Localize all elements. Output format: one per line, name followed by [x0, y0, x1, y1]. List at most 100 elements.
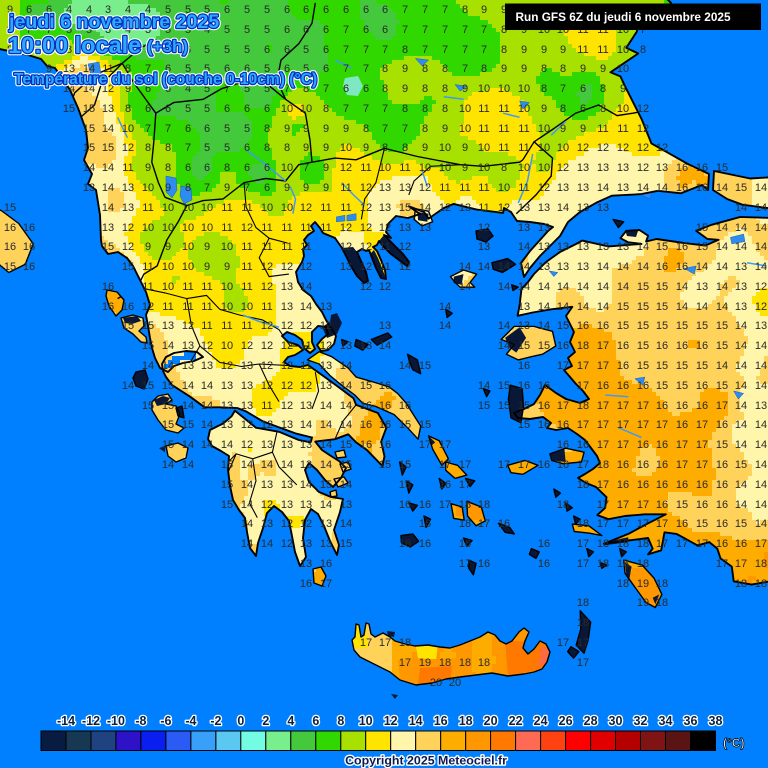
svg-text:16: 16	[538, 380, 550, 392]
svg-text:10: 10	[142, 222, 154, 234]
svg-text:7: 7	[343, 24, 349, 36]
svg-text:19: 19	[637, 597, 649, 609]
svg-text:14: 14	[83, 83, 95, 95]
svg-text:14: 14	[735, 499, 747, 511]
svg-text:9: 9	[323, 162, 329, 174]
svg-text:15: 15	[637, 301, 649, 313]
svg-text:17: 17	[755, 538, 767, 550]
svg-text:14: 14	[637, 261, 649, 273]
svg-text:16: 16	[557, 340, 569, 352]
svg-text:16: 16	[459, 538, 471, 550]
svg-text:10: 10	[182, 261, 194, 273]
svg-text:15: 15	[676, 360, 688, 372]
svg-text:14: 14	[597, 182, 609, 194]
svg-text:5: 5	[185, 103, 191, 115]
svg-text:8: 8	[46, 44, 52, 56]
svg-text:12: 12	[261, 320, 273, 332]
svg-text:12: 12	[182, 320, 194, 332]
svg-text:13: 13	[261, 479, 273, 491]
svg-text:14: 14	[716, 182, 728, 194]
svg-text:14: 14	[755, 419, 767, 431]
svg-text:13: 13	[241, 400, 253, 412]
svg-text:17: 17	[676, 459, 688, 471]
svg-text:26: 26	[559, 714, 573, 728]
svg-text:15: 15	[399, 479, 411, 491]
svg-text:14: 14	[716, 241, 728, 253]
svg-text:9: 9	[224, 182, 230, 194]
svg-text:13: 13	[300, 499, 312, 511]
svg-text:14: 14	[716, 261, 728, 273]
svg-text:12: 12	[656, 142, 668, 154]
svg-text:6: 6	[363, 24, 369, 36]
svg-text:7: 7	[462, 63, 468, 75]
svg-text:5: 5	[244, 4, 250, 16]
svg-text:16: 16	[656, 479, 668, 491]
svg-text:15: 15	[4, 261, 16, 273]
svg-text:15: 15	[696, 360, 708, 372]
svg-text:14: 14	[162, 340, 174, 352]
svg-text:10: 10	[518, 83, 530, 95]
svg-text:10: 10	[439, 162, 451, 174]
svg-text:13: 13	[201, 360, 213, 372]
svg-text:16: 16	[716, 459, 728, 471]
svg-text:4: 4	[145, 4, 151, 16]
svg-text:13: 13	[518, 320, 530, 332]
svg-text:14: 14	[241, 538, 253, 550]
svg-text:13: 13	[557, 261, 569, 273]
svg-text:9: 9	[323, 182, 329, 194]
svg-text:10: 10	[518, 103, 530, 115]
svg-text:7: 7	[382, 103, 388, 115]
svg-text:16: 16	[538, 558, 550, 570]
svg-text:6: 6	[264, 103, 270, 115]
svg-text:14: 14	[439, 301, 451, 313]
svg-text:17: 17	[696, 538, 708, 550]
svg-text:5: 5	[204, 63, 210, 75]
svg-text:jeudi 6 novembre 2025: jeudi 6 novembre 2025	[8, 11, 219, 33]
svg-text:8: 8	[66, 44, 72, 56]
svg-text:6: 6	[284, 63, 290, 75]
svg-text:12: 12	[617, 142, 629, 154]
svg-text:18: 18	[637, 558, 649, 570]
svg-text:-8: -8	[135, 714, 146, 728]
svg-text:12: 12	[439, 202, 451, 214]
svg-text:16: 16	[439, 479, 451, 491]
svg-text:13: 13	[379, 320, 391, 332]
svg-text:14: 14	[637, 241, 649, 253]
svg-text:9: 9	[204, 241, 210, 253]
svg-text:14: 14	[735, 400, 747, 412]
svg-text:9: 9	[125, 83, 131, 95]
svg-text:15: 15	[142, 400, 154, 412]
svg-text:14: 14	[102, 202, 114, 214]
svg-text:11: 11	[122, 162, 133, 174]
svg-text:8: 8	[501, 44, 507, 56]
svg-text:12: 12	[122, 241, 134, 253]
svg-text:15: 15	[142, 340, 154, 352]
svg-text:13: 13	[379, 182, 391, 194]
svg-text:9: 9	[541, 103, 547, 115]
svg-text:6: 6	[264, 182, 270, 194]
svg-text:11: 11	[221, 202, 232, 214]
svg-text:14: 14	[300, 419, 312, 431]
svg-text:14: 14	[577, 301, 589, 313]
svg-text:6: 6	[284, 4, 290, 16]
svg-text:14: 14	[538, 281, 550, 293]
svg-text:10: 10	[498, 182, 510, 194]
svg-text:7: 7	[442, 24, 448, 36]
svg-text:5: 5	[264, 63, 270, 75]
svg-text:8: 8	[264, 142, 270, 154]
svg-text:10: 10	[359, 714, 373, 728]
svg-text:12: 12	[320, 320, 332, 332]
svg-text:11: 11	[478, 123, 489, 135]
svg-text:11: 11	[498, 123, 509, 135]
svg-text:6: 6	[343, 83, 349, 95]
svg-text:12: 12	[340, 162, 352, 174]
svg-text:5: 5	[244, 44, 250, 56]
svg-text:15: 15	[4, 202, 16, 214]
svg-text:14: 14	[340, 518, 352, 530]
svg-text:17: 17	[617, 400, 629, 412]
svg-text:6: 6	[224, 4, 230, 16]
svg-text:7: 7	[145, 123, 151, 135]
svg-text:15: 15	[716, 380, 728, 392]
svg-text:11: 11	[518, 123, 529, 135]
svg-text:12: 12	[281, 261, 293, 273]
